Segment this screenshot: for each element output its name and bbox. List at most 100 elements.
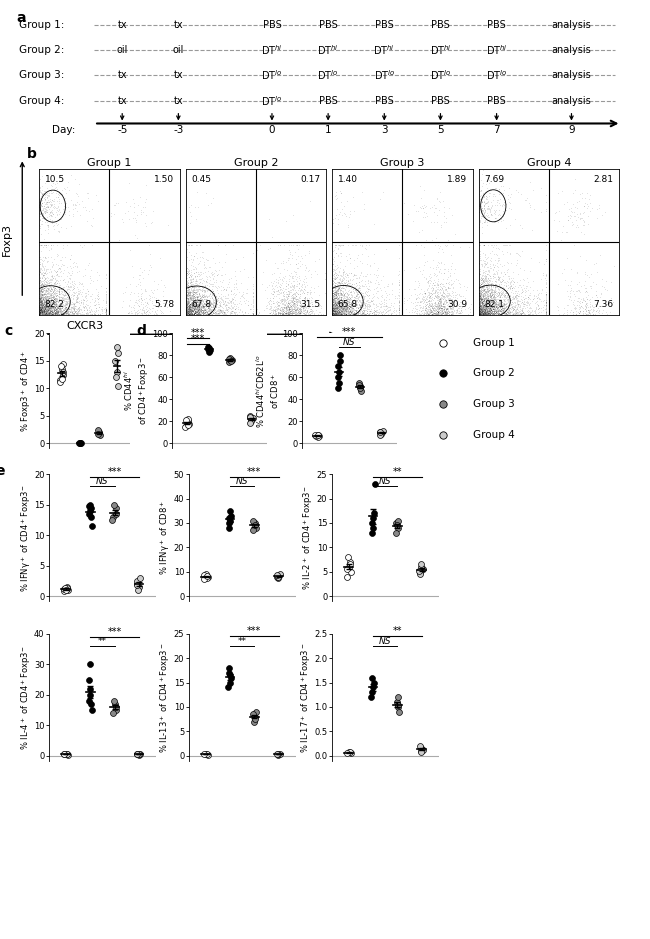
Point [328, 298, 339, 313]
Point [541, 298, 551, 313]
Point [289, 285, 300, 300]
Point [476, 269, 487, 284]
Point [282, 306, 293, 321]
Point [508, 280, 518, 295]
Point [205, 300, 216, 316]
Point [185, 300, 195, 315]
Point [124, 299, 135, 314]
Point [477, 290, 488, 305]
Point [333, 304, 344, 319]
Point [334, 297, 345, 312]
Point [433, 285, 443, 300]
Point [43, 291, 53, 306]
Point [61, 307, 72, 322]
Point [336, 275, 346, 290]
Point [380, 299, 391, 314]
Point [90, 298, 100, 313]
Point [187, 296, 197, 311]
Point [346, 238, 357, 253]
Point [51, 305, 62, 320]
Point [346, 289, 357, 304]
Point [202, 269, 212, 285]
Point [333, 287, 343, 302]
Point [349, 289, 359, 304]
Point [83, 191, 94, 206]
Point [562, 288, 573, 303]
Point [483, 300, 493, 315]
Point [40, 300, 51, 315]
Point [578, 213, 589, 228]
Point [410, 299, 421, 314]
Point [305, 303, 315, 318]
Point [341, 208, 351, 223]
Point [35, 303, 46, 318]
Point [185, 297, 196, 312]
Point [489, 296, 499, 311]
Point [291, 294, 301, 309]
Point [63, 289, 73, 304]
Point [482, 299, 492, 314]
Point [40, 272, 50, 287]
Point [583, 305, 593, 320]
Point [476, 209, 487, 224]
Point [330, 303, 341, 318]
Point [181, 300, 192, 316]
Point [439, 298, 449, 313]
Point [182, 295, 192, 310]
Point [186, 306, 196, 321]
Point [281, 279, 291, 294]
Point [46, 303, 56, 318]
Point [285, 304, 295, 319]
Point [345, 293, 356, 308]
Point [335, 297, 345, 312]
Point [135, 260, 145, 275]
Point [209, 304, 220, 319]
Point [344, 303, 355, 318]
Point [199, 291, 209, 306]
Point [335, 300, 345, 315]
Text: ***: *** [191, 334, 205, 345]
Point [71, 293, 81, 308]
Point [253, 307, 263, 322]
Point [291, 305, 302, 320]
Point [36, 282, 46, 297]
Point [569, 300, 580, 315]
Point [430, 299, 441, 314]
Point [34, 270, 45, 285]
Point [57, 371, 67, 386]
Point [196, 289, 207, 304]
Point [439, 282, 450, 297]
Point [441, 301, 452, 316]
Point [488, 298, 499, 313]
Point [344, 300, 355, 315]
Point [183, 292, 194, 307]
Point [336, 300, 346, 316]
Point [270, 299, 281, 314]
Point [499, 185, 509, 200]
Point [376, 296, 386, 311]
Point [57, 300, 67, 316]
Point [443, 304, 454, 319]
Point [35, 302, 46, 317]
Point [508, 270, 518, 285]
Point [49, 199, 60, 214]
Point [238, 286, 248, 301]
Point [209, 269, 220, 284]
Point [44, 299, 54, 314]
Point [340, 302, 350, 317]
Point [254, 304, 265, 319]
Point [298, 298, 309, 313]
Point [339, 304, 349, 319]
Point [327, 276, 337, 291]
Point [338, 302, 348, 317]
Point [337, 297, 347, 312]
Point [50, 292, 60, 307]
Point [486, 296, 496, 311]
Point [430, 306, 440, 321]
Point [352, 285, 362, 300]
Point [362, 299, 372, 314]
Point [479, 305, 489, 320]
Point [193, 288, 203, 303]
Point [408, 300, 418, 316]
Point [227, 291, 237, 306]
